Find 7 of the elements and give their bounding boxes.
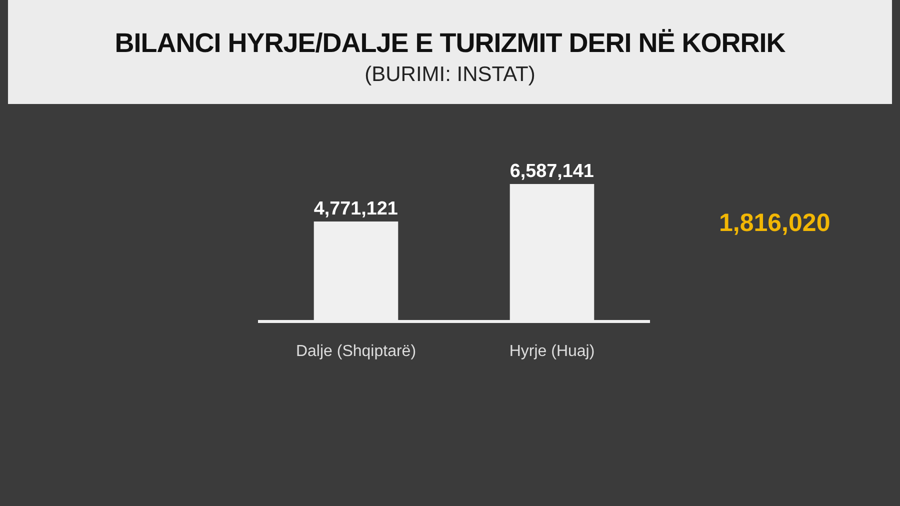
data-label: 6,587,141 — [510, 160, 594, 182]
chart-subtitle: (BURIMI: INSTAT) — [364, 63, 536, 87]
text: 1,816,020 — [719, 209, 830, 237]
chart-title: BILANCI HYRJE/DALJE E TURIZMIT DERI NË KORRIK — [114, 27, 786, 59]
x-tick-label: Hyrje (Huaj) — [509, 343, 595, 360]
x-tick-label: Dalje (Shqiptarë) — [296, 343, 416, 360]
data-label: 4,771,121 — [314, 198, 398, 220]
